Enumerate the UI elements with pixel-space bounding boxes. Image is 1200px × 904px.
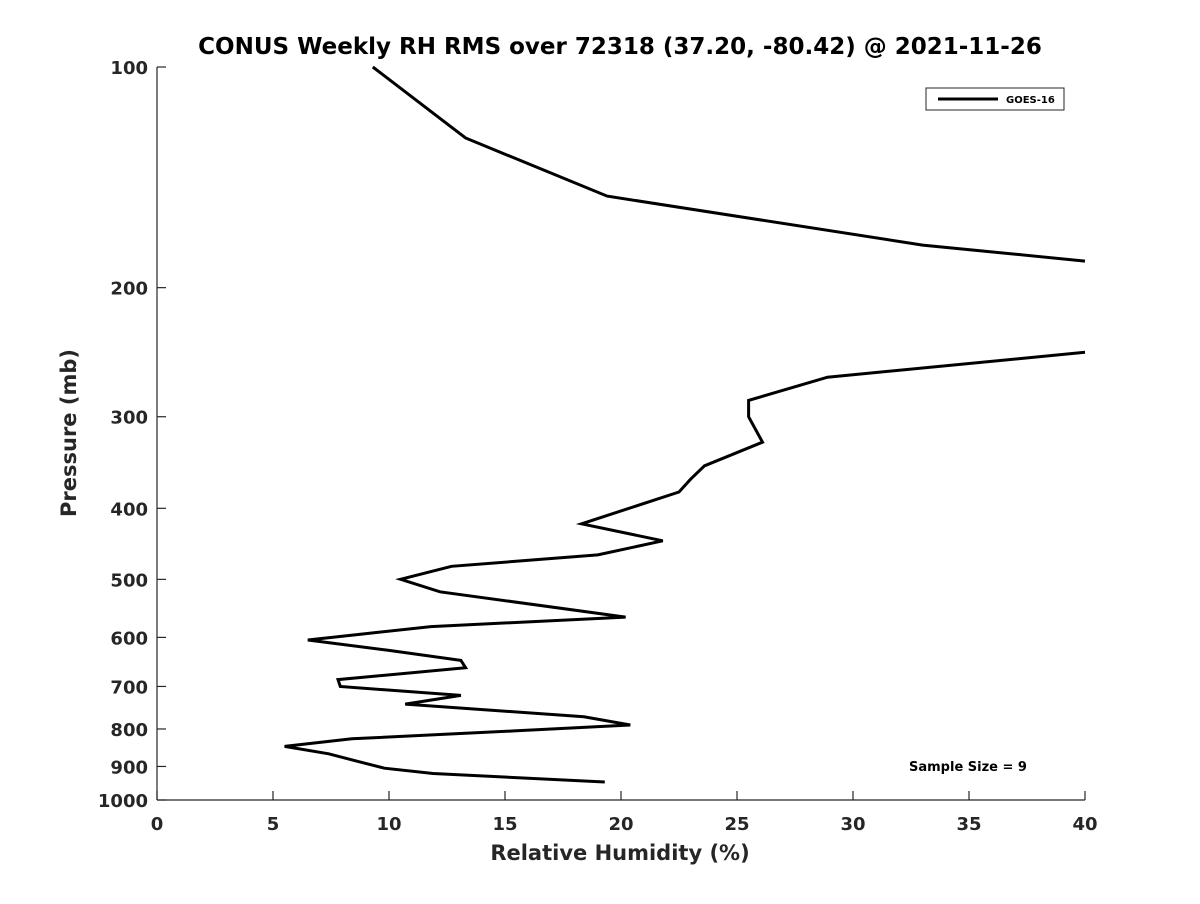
x-tick-label: 35 <box>956 814 981 835</box>
y-tick-label: 900 <box>110 757 148 778</box>
y-tick-label: 200 <box>110 279 148 300</box>
x-tick-label: 10 <box>376 814 401 835</box>
legend: GOES-16 <box>925 87 1065 111</box>
axis-labels-layer: Relative Humidity (%) Pressure (mb) <box>57 349 750 865</box>
x-tick-label: 25 <box>724 814 749 835</box>
legend-label: GOES-16 <box>1006 95 1055 106</box>
axes-layer <box>156 67 1085 801</box>
series-layer <box>284 65 1086 784</box>
x-tick-label: 30 <box>840 814 865 835</box>
y-tick-label: 600 <box>110 628 148 649</box>
x-tick-label: 20 <box>608 814 633 835</box>
x-tick-label: 5 <box>267 814 280 835</box>
sample-size-annotation: Sample Size = 9 <box>909 760 1027 775</box>
series-line-goes-16 <box>371 65 1086 263</box>
title-layer: CONUS Weekly RH RMS over 72318 (37.20, -… <box>198 34 1042 60</box>
x-tick-label: 15 <box>492 814 517 835</box>
ticks-layer: 0 5 10 15 20 25 30 35 40 100 200 300 400 500 600 700 800… <box>98 58 1098 835</box>
y-tick-label: 100 <box>110 58 148 79</box>
x-axis-label: Relative Humidity (%) <box>490 841 749 865</box>
y-axis-label: Pressure (mb) <box>57 349 81 517</box>
chart-title: CONUS Weekly RH RMS over 72318 (37.20, -… <box>198 34 1042 60</box>
x-tick-label: 0 <box>151 814 164 835</box>
y-tick-label: 800 <box>110 720 148 741</box>
y-tick-label: 1000 <box>98 791 148 812</box>
y-tick-label: 500 <box>110 570 148 591</box>
y-tick-label: 300 <box>110 408 148 429</box>
x-tick-label: 40 <box>1072 814 1097 835</box>
series-line-goes-16 <box>284 350 1086 784</box>
y-tick-label: 700 <box>110 677 148 698</box>
annotation-layer: Sample Size = 9 <box>909 760 1027 775</box>
y-tick-label: 400 <box>110 499 148 520</box>
